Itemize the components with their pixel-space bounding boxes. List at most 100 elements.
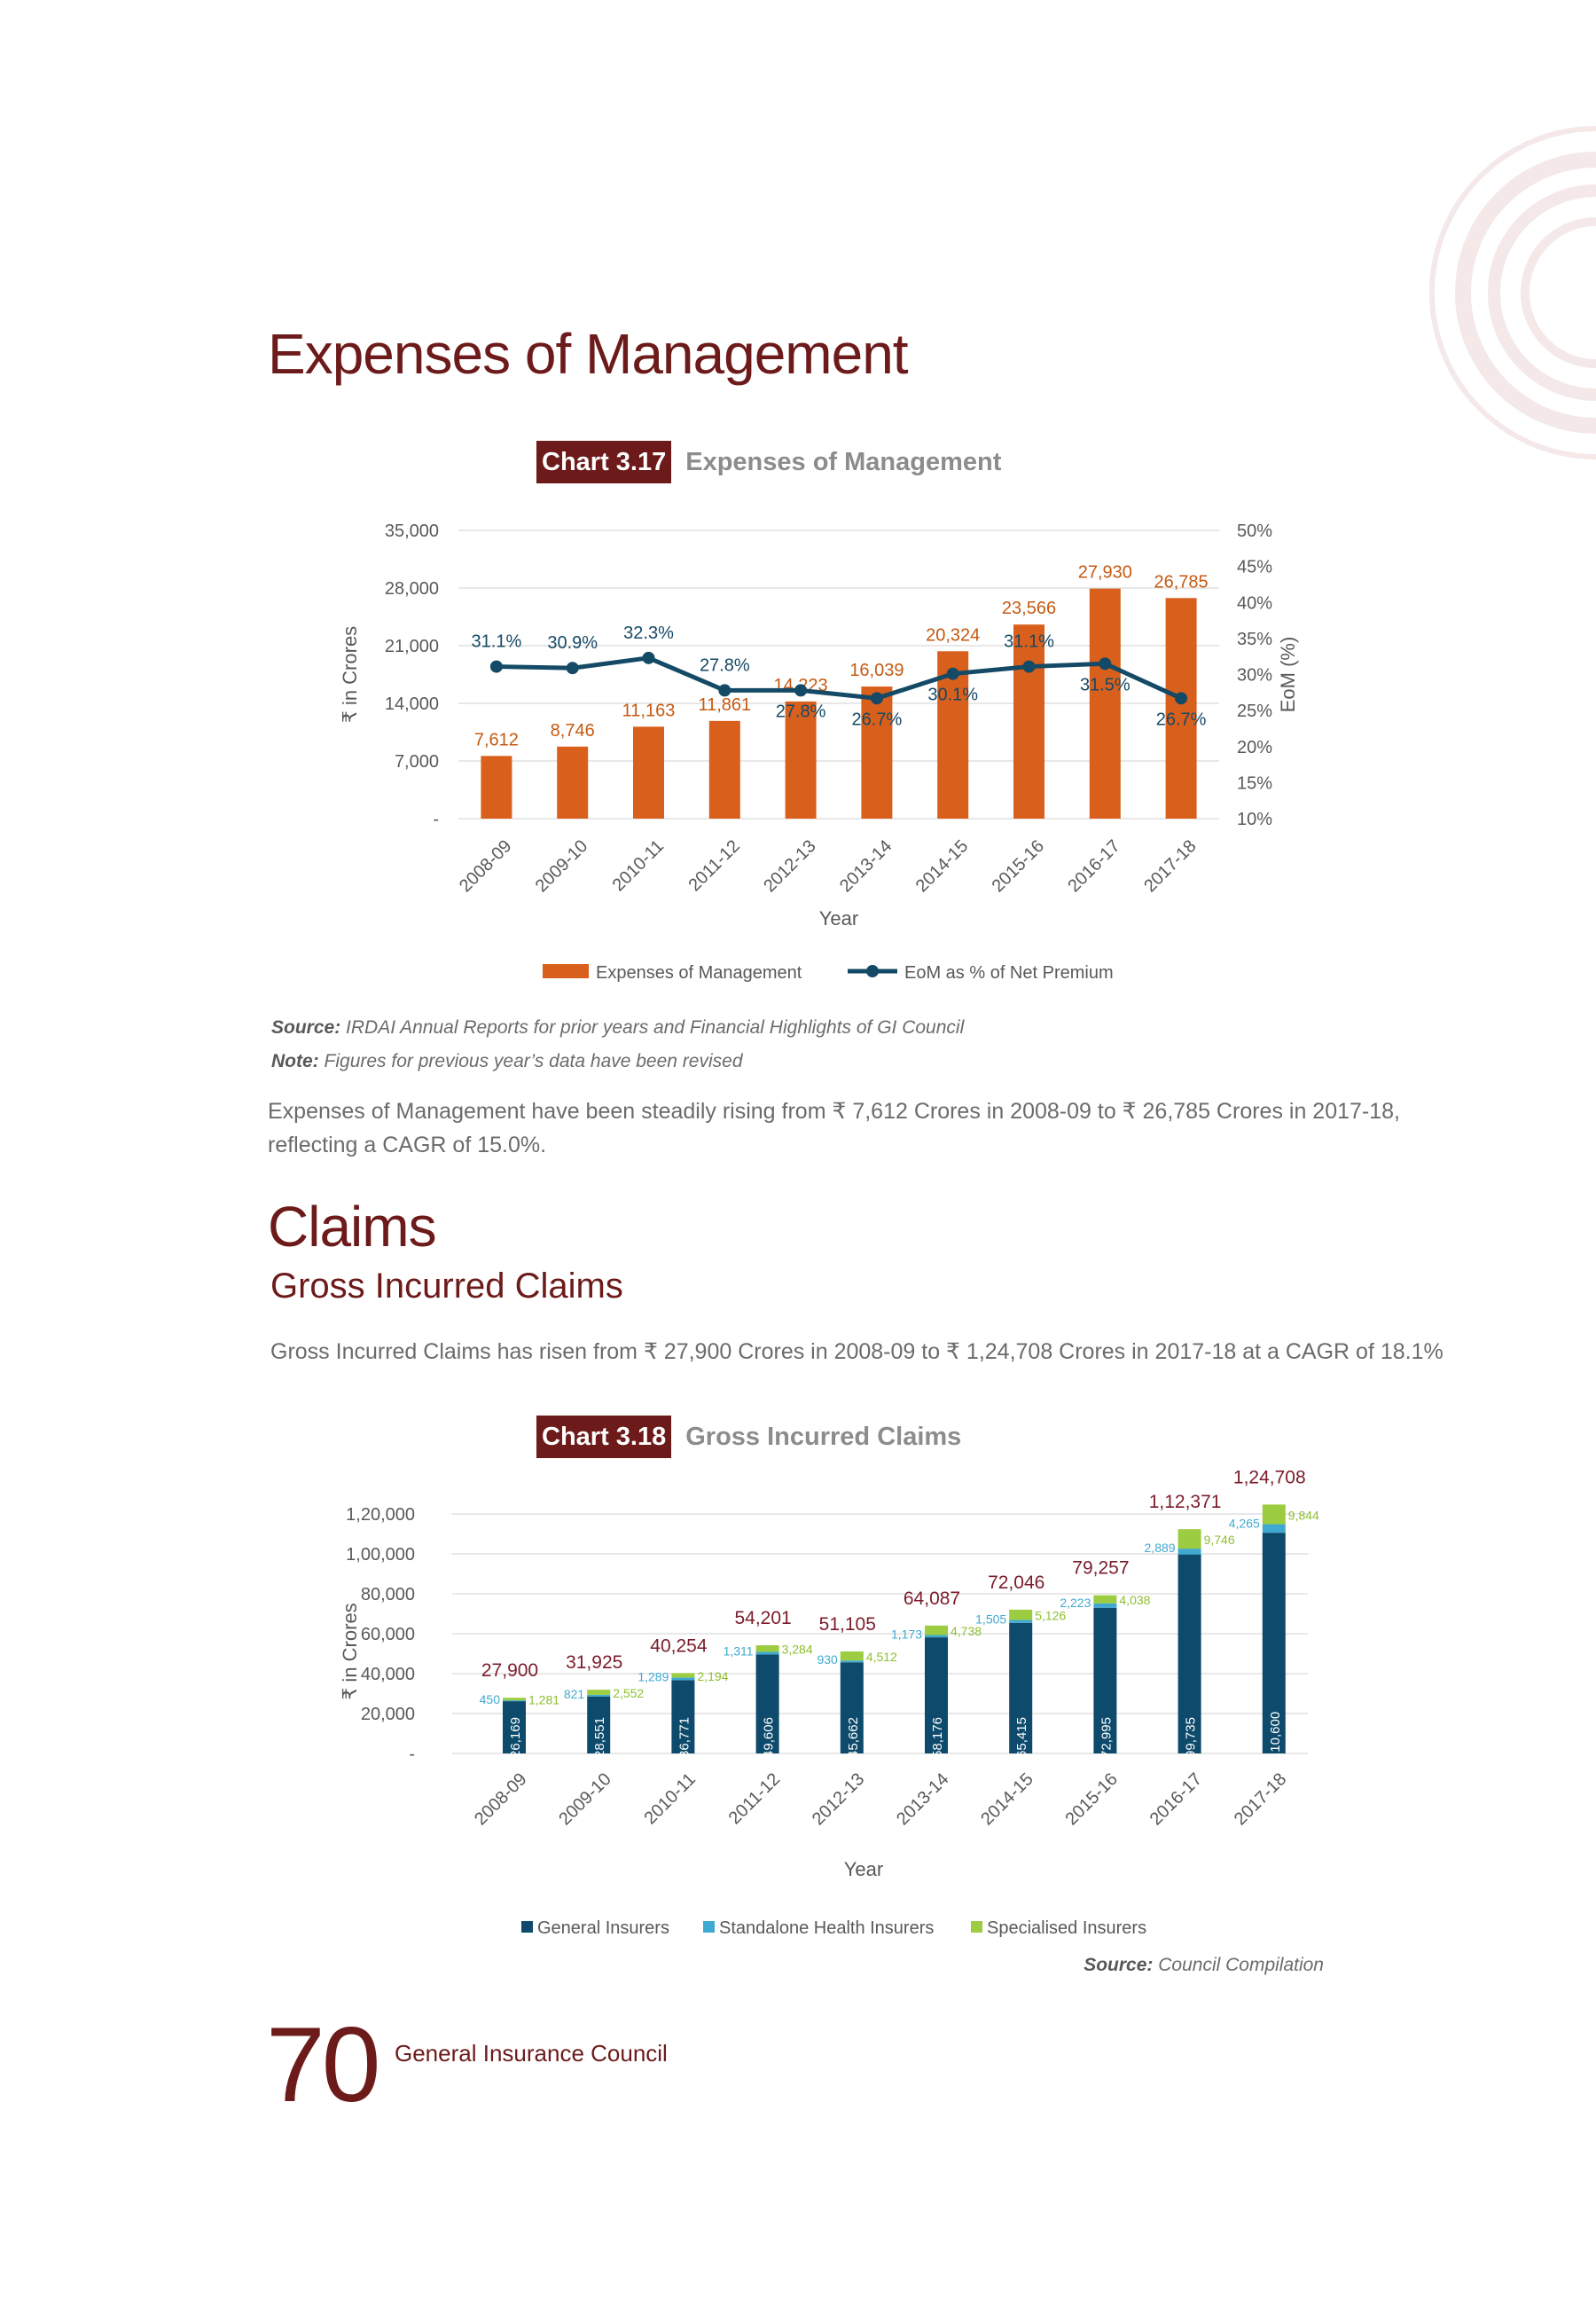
total-value-label: 1,12,371 xyxy=(1149,1492,1222,1512)
bar-value-label: 7,612 xyxy=(474,730,519,749)
general-insurers-bar xyxy=(1262,1533,1286,1753)
general-value-label: 1,10,600 xyxy=(1268,1712,1283,1763)
health-value-label: 1,173 xyxy=(891,1627,922,1641)
eom-bar xyxy=(785,701,817,819)
general-insurers-bar xyxy=(925,1637,948,1753)
line-value-label: 30.1% xyxy=(927,686,978,705)
note-label: Note: xyxy=(271,1051,319,1071)
chart-title: Expenses of Management xyxy=(685,447,1002,476)
specialised-value-label: 2,194 xyxy=(697,1669,728,1683)
line-point xyxy=(1175,692,1188,705)
line-point xyxy=(870,692,883,705)
total-value-label: 27,900 xyxy=(481,1660,538,1681)
y2-tick-label: 15% xyxy=(1237,773,1272,793)
line-point xyxy=(1022,660,1036,673)
eom-percent-line xyxy=(496,655,1183,701)
specialised-value-label: 3,284 xyxy=(782,1643,813,1657)
y-tick-label: 80,000 xyxy=(361,1585,415,1604)
specialised-value-label: 5,126 xyxy=(1035,1609,1066,1623)
claims-chart: - 20,000 40,000 60,000 80,000 1,00,000 1,20,00… xyxy=(339,1467,1319,1938)
bar-value-label: 8,746 xyxy=(551,721,595,741)
line-value-label: 27.8% xyxy=(776,702,826,721)
line-value-label: 31.1% xyxy=(1004,632,1054,652)
line-point xyxy=(1099,657,1112,671)
eom-bar xyxy=(557,746,589,819)
y2-tick-label: 40% xyxy=(1237,593,1272,613)
x-tick-label: 2011-12 xyxy=(685,836,743,895)
note-text: Figures for previous year’s data have be… xyxy=(324,1051,743,1071)
line-point xyxy=(566,662,579,675)
chart-title: Gross Incurred Claims xyxy=(685,1422,962,1451)
specialised-value-label: 9,844 xyxy=(1288,1508,1319,1522)
health-value-label: 1,289 xyxy=(638,1669,669,1683)
legend-label: Expenses of Management xyxy=(596,963,802,983)
source-note: Source: Council Compilation xyxy=(1084,1955,1324,1976)
line-value-label: 31.5% xyxy=(1080,675,1130,694)
y-tick-label: 7,000 xyxy=(395,752,439,772)
eom-bar xyxy=(1013,624,1044,819)
health-value-label: 930 xyxy=(817,1652,838,1667)
line-value-label: 31.1% xyxy=(472,632,522,652)
health-value-label: 1,505 xyxy=(975,1612,1006,1626)
claims-subtitle: Gross Incurred Claims xyxy=(270,1267,623,1306)
line-point xyxy=(794,684,808,697)
x-tick-label: 2013-14 xyxy=(893,1769,952,1829)
x-tick-label: 2014-15 xyxy=(977,1769,1037,1829)
general-insurers-bar xyxy=(1009,1622,1033,1753)
total-value-label: 51,105 xyxy=(819,1614,876,1635)
line-value-label: 32.3% xyxy=(623,624,674,643)
specialised-insurers-bar xyxy=(671,1673,695,1678)
health-insurers-bar xyxy=(671,1677,695,1681)
health-insurers-bar xyxy=(1262,1524,1286,1533)
specialised-insurers-bar xyxy=(1009,1609,1033,1620)
source-label: Source: xyxy=(271,1017,341,1038)
specialised-insurers-bar xyxy=(840,1651,864,1661)
claims-paragraph: Gross Incurred Claims has risen from ₹ 2… xyxy=(270,1339,1443,1364)
y-tick-label: - xyxy=(433,810,439,829)
page-number: 70 xyxy=(266,2005,380,2124)
bar-value-label: 26,785 xyxy=(1154,572,1209,592)
general-value-label: 65,415 xyxy=(1014,1717,1029,1758)
y-axis-label: ₹ in Crores xyxy=(339,626,361,723)
bar-value-label: 20,324 xyxy=(926,625,980,645)
eom-bar xyxy=(633,726,664,819)
legend-label: Specialised Insurers xyxy=(987,1918,1146,1938)
specialised-insurers-bar xyxy=(1262,1504,1286,1525)
health-insurers-bar xyxy=(840,1660,864,1663)
legend-swatch xyxy=(521,1921,533,1933)
line-point xyxy=(642,651,655,664)
y2-tick-label: 45% xyxy=(1237,558,1272,577)
specialised-insurers-bar xyxy=(503,1698,526,1701)
x-tick-label: 2015-16 xyxy=(1061,1769,1121,1829)
y2-tick-label: 35% xyxy=(1237,630,1272,649)
x-tick-label: 2016-17 xyxy=(1146,1769,1206,1829)
general-insurers-bar xyxy=(1093,1607,1117,1753)
specialised-insurers-bar xyxy=(1093,1595,1117,1604)
source-text: Council Compilation xyxy=(1158,1955,1324,1975)
x-tick-label: 2016-17 xyxy=(1064,836,1123,896)
specialised-value-label: 4,038 xyxy=(1119,1593,1150,1607)
y-axis-label: ₹ in Crores xyxy=(339,1603,361,1699)
source-note: Source: IRDAI Annual Reports for prior y… xyxy=(271,1017,964,1039)
general-value-label: 99,735 xyxy=(1184,1717,1199,1758)
line-point xyxy=(718,684,732,697)
eom-chart: - 7,000 14,000 21,000 28,000 35,000 10% 15% 20% 2… xyxy=(339,522,1299,983)
specialised-value-label: 1,281 xyxy=(528,1693,559,1707)
health-value-label: 2,223 xyxy=(1060,1596,1091,1610)
y2-tick-label: 50% xyxy=(1237,522,1272,541)
legend-swatch xyxy=(703,1921,715,1933)
line-point xyxy=(946,667,959,680)
specialised-insurers-bar xyxy=(587,1690,611,1695)
x-tick-label: 2008-09 xyxy=(456,836,515,896)
x-tick-label: 2012-13 xyxy=(809,1769,868,1829)
y2-tick-label: 10% xyxy=(1237,810,1272,829)
specialised-insurers-bar xyxy=(1177,1529,1201,1549)
line-value-label: 26.7% xyxy=(852,710,903,729)
general-insurers-bar xyxy=(503,1701,526,1753)
x-tick-label: 2011-12 xyxy=(725,1769,784,1828)
legend-label: General Insurers xyxy=(537,1918,669,1938)
health-value-label: 450 xyxy=(480,1692,501,1706)
eom-bar xyxy=(1165,598,1197,819)
source-label: Source: xyxy=(1084,1955,1154,1975)
health-value-label: 2,889 xyxy=(1145,1541,1176,1555)
